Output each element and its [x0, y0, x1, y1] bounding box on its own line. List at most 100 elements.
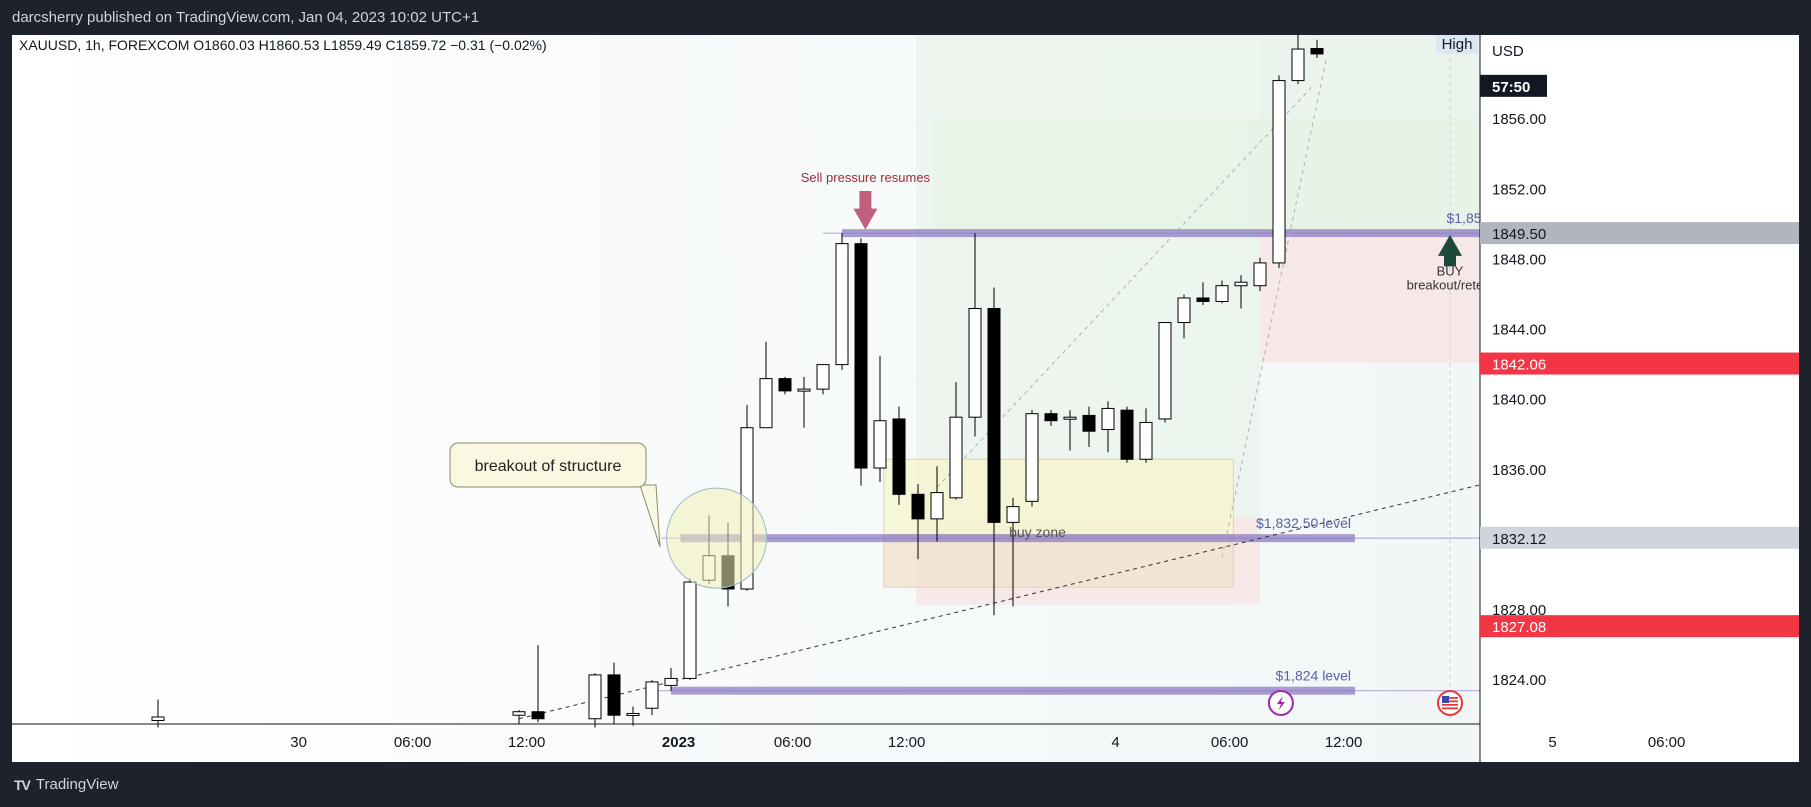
sell-pressure-arrow-icon [853, 191, 878, 230]
flag-canton [1442, 695, 1449, 703]
candle-19 [892, 406, 906, 505]
high-tag-bg [1436, 35, 1478, 54]
tradingview-logo-text: TradingView [35, 776, 119, 793]
candle-2 [531, 645, 545, 723]
candle-body [816, 364, 830, 390]
x-tick-3: 2023 [662, 734, 695, 751]
candle-body [626, 712, 640, 716]
candle-body [512, 711, 526, 716]
price-tag-bg-3 [1480, 526, 1799, 549]
candle-5 [626, 706, 640, 726]
tradingview-logo[interactable]: TV TradingView [14, 776, 118, 793]
callout-pointer [639, 484, 661, 548]
y-tick-3: 1844.00 [1492, 322, 1546, 339]
candle-35 [1196, 282, 1210, 305]
callout-text: breakout of structure [475, 458, 622, 475]
candle-body [1139, 421, 1153, 460]
candle-23 [968, 233, 982, 437]
price-tag-bg-1 [1480, 222, 1799, 245]
candle-body [1063, 416, 1077, 420]
x-tick-10: 06:00 [1648, 734, 1686, 751]
candle-body [1025, 413, 1039, 502]
candle-body [1272, 80, 1286, 264]
publish-header: darcsherry published on TradingView.com,… [0, 0, 1811, 35]
candle-34 [1177, 294, 1191, 339]
candle-body [1101, 407, 1115, 430]
callout-box [449, 442, 647, 488]
candle-body [588, 674, 602, 720]
candle-body [911, 493, 925, 520]
buy-text: BUY [1437, 264, 1464, 279]
flag-stripe [1442, 703, 1458, 706]
x-tick-2: 12:00 [508, 734, 546, 751]
candle-40 [1291, 35, 1305, 85]
candle-body [873, 420, 887, 469]
trendline-rising [518, 450, 1622, 720]
candle-body [1253, 262, 1267, 287]
candle-body [949, 416, 963, 499]
price-axis-bg [1480, 35, 1799, 762]
candle-29 [1082, 406, 1096, 447]
y-tick-4: 1840.00 [1492, 392, 1546, 409]
x-tick-6: 4 [1111, 734, 1119, 751]
candle-16 [835, 233, 849, 370]
level-label-2: $1,824 level [1275, 668, 1351, 684]
flag-stripe [1442, 700, 1458, 703]
candle-body [797, 388, 811, 392]
price-tag-2: 1842.06 [1492, 357, 1546, 374]
candle-14 [797, 376, 811, 428]
buy-zone-box [883, 458, 1234, 536]
candle-body [1310, 47, 1324, 55]
candle-0 [151, 699, 165, 728]
candle-body [1234, 281, 1248, 287]
candle-body [759, 378, 773, 429]
buy-zone-text: buy zone [1009, 524, 1066, 540]
candle-body [1082, 414, 1096, 432]
candle-body [151, 716, 165, 721]
candle-18 [873, 355, 887, 483]
candle-13 [778, 376, 792, 395]
x-tick-4: 06:00 [774, 734, 812, 751]
candle-32 [1139, 408, 1153, 463]
candle-37 [1234, 275, 1248, 309]
candle-body [1120, 409, 1134, 460]
sell-pressure-text: Sell pressure resumes [801, 170, 931, 185]
candle-15 [816, 364, 830, 395]
y-tick-6: 1828.00 [1492, 602, 1546, 619]
candle-body [854, 243, 868, 469]
price-tag-bg-4 [1480, 615, 1799, 638]
candle-21 [930, 466, 944, 542]
flag-stripe [1442, 707, 1458, 710]
x-tick-7: 06:00 [1211, 734, 1249, 751]
x-tick-5: 12:00 [888, 734, 926, 751]
candle-body [987, 307, 1001, 523]
publish-info: darcsherry published on TradingView.com,… [12, 9, 480, 26]
candle-body [1044, 413, 1058, 422]
candle-30 [1101, 401, 1115, 453]
price-tag-3: 1832.12 [1492, 531, 1546, 548]
x-tick-9: 5 [1548, 734, 1556, 751]
candle-22 [949, 382, 963, 500]
buy-zone-box-lower [883, 534, 1234, 588]
price-chart[interactable]: $1,850 level$1,832.50 level$1,824 level … [12, 35, 1799, 762]
event-flag-us-icon-0[interactable] [1437, 689, 1463, 716]
candle-body [778, 378, 792, 392]
x-tick-1: 06:00 [394, 734, 432, 751]
candle-body [968, 307, 982, 418]
price-tag-4: 1827.08 [1492, 619, 1546, 636]
candle-body [1215, 285, 1229, 302]
candle-body [664, 677, 678, 686]
candle-body [1177, 297, 1191, 324]
event-lightning-glyph [1276, 695, 1285, 710]
candle-body [1006, 506, 1020, 523]
price-tag-bg-0 [1480, 74, 1547, 97]
candle-body [835, 243, 849, 366]
symbol-info: XAUUSD, 1h, FOREXCOM O1860.03 H1860.53 L… [19, 37, 547, 53]
candle-20 [911, 483, 925, 560]
candle-8 [683, 578, 697, 681]
candle-body [892, 418, 906, 495]
candle-38 [1253, 257, 1267, 291]
y-tick-5: 1836.00 [1492, 462, 1546, 479]
buy-arrow-icon [1438, 234, 1462, 267]
candle-24 [987, 287, 1001, 616]
